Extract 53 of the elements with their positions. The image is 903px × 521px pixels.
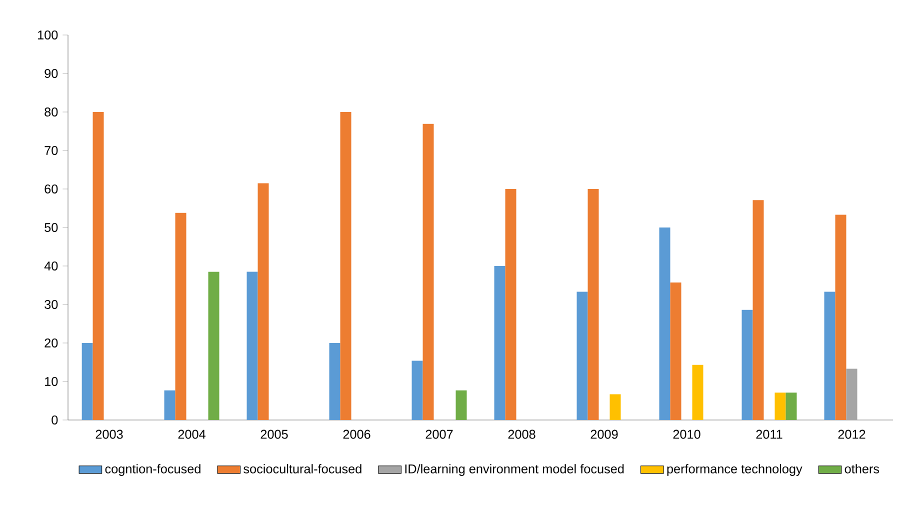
y-tick-label: 30 [44,300,58,309]
bar [208,272,220,420]
bar [505,188,516,420]
bar [340,112,352,420]
bar [610,394,621,420]
bar [588,188,599,420]
y-tick-label: 40 [44,262,58,270]
bar [246,272,258,420]
x-tick-label: 2007 [426,430,453,439]
y-tick-label: 70 [44,146,58,155]
bar [692,364,704,420]
legend-label: cogntion-focused [105,464,200,476]
x-tick-label: 2011 [756,430,782,439]
y-tick-label: 100 [38,30,58,40]
legend-label: sociocultural-focused [244,464,362,474]
bar [164,390,176,420]
bar [494,266,506,420]
bar [175,212,186,420]
legend-label: ID/learning environment model focused [405,464,624,476]
x-tick-label: 2004 [178,430,206,439]
x-tick-label: 2012 [838,430,866,439]
bar [824,292,836,420]
bar [835,214,846,420]
bar [846,368,858,420]
x-tick-label: 2010 [673,430,700,439]
bar [422,124,434,420]
x-tick-label: 2009 [590,430,618,439]
x-tick-label: 2008 [508,430,536,439]
y-tick-label: 0 [52,416,58,424]
bar [82,342,93,420]
bar [786,392,797,420]
y-tick-label: 60 [44,184,58,194]
bar [774,392,786,420]
y-tick-label: 20 [44,338,58,348]
bar [742,310,753,420]
x-tick-label: 2005 [260,430,288,439]
bar [329,342,340,420]
bar [456,390,467,420]
x-tick-label: 2003 [96,430,123,439]
bar [92,112,104,420]
legend-label: others [844,464,880,474]
bar [659,227,670,420]
bar [670,282,682,420]
bar [752,200,764,420]
x-tick-label: 2006 [343,430,370,439]
bar [412,360,423,420]
y-tick-label: 80 [44,108,58,116]
bar [576,292,588,420]
y-tick-label: 90 [44,69,58,78]
y-tick-label: 10 [45,377,58,386]
legend-label: performance technology [667,464,802,476]
bar [258,183,269,420]
y-tick-label: 50 [44,223,58,232]
